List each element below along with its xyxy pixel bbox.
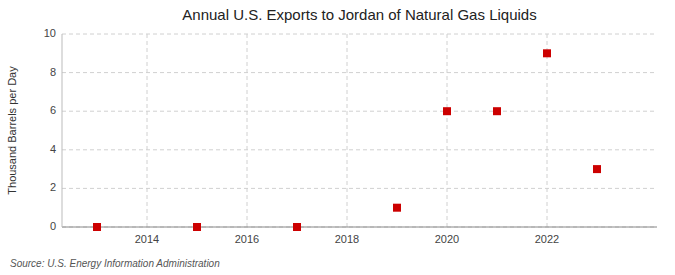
y-tick-label: 8	[50, 66, 56, 78]
y-grid-line	[62, 188, 657, 189]
y-axis-label: Thousand Barrels per Day	[6, 66, 18, 195]
y-grid-line	[62, 227, 657, 228]
y-grid-line	[62, 111, 657, 112]
point	[443, 107, 451, 115]
y-grid-line	[62, 72, 657, 73]
x-grid-line	[147, 34, 148, 227]
y-tick-label: 6	[50, 104, 56, 116]
source-note: Source: U.S. Energy Information Administ…	[10, 258, 220, 269]
point	[493, 107, 501, 115]
point	[293, 223, 301, 231]
title: Annual U.S. Exports to Jordan of Natural…	[182, 6, 536, 23]
y-tick-label: 0	[50, 220, 56, 232]
y-tick-label: 4	[50, 143, 56, 155]
x-tick-label: 2014	[135, 233, 159, 245]
x-tick-label: 2018	[335, 233, 359, 245]
point	[193, 223, 201, 231]
y-grid-line	[62, 149, 657, 150]
y-grid-line	[62, 34, 657, 35]
x-axis-line	[62, 227, 657, 228]
grid	[62, 34, 657, 227]
x-grid-line	[547, 34, 548, 227]
y-tick-label: 10	[44, 27, 56, 39]
point	[593, 165, 601, 173]
x-grid-line	[247, 34, 248, 227]
point	[93, 223, 101, 231]
point	[393, 204, 401, 212]
points	[93, 49, 601, 231]
y-axis-line	[62, 34, 63, 227]
x-tick-label: 2016	[235, 233, 259, 245]
x-tick-label: 2020	[435, 233, 459, 245]
point	[543, 49, 551, 57]
chart: 0 2 4 6 8 10 2014 2016 2018 2020 2022 Annual U.S. E…	[0, 0, 675, 275]
x-tick-label: 2022	[535, 233, 559, 245]
x-grid-line	[347, 34, 348, 227]
x-grid-line	[447, 34, 448, 227]
y-tick-label: 2	[50, 181, 56, 193]
